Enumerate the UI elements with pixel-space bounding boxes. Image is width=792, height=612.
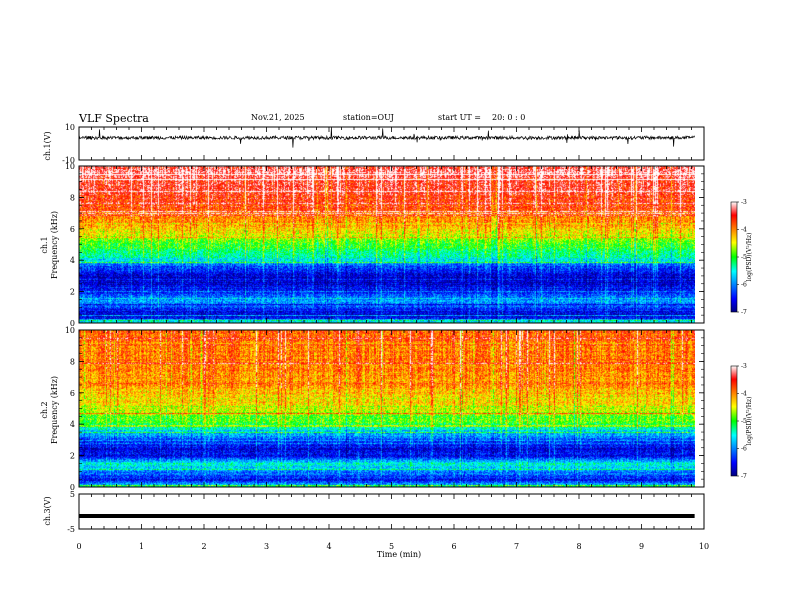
x-tick-label: 9 (639, 542, 644, 551)
colorbar-tick-label: -5 (741, 418, 747, 425)
ch1-waveform-line (78, 127, 695, 148)
y-tick-label: 0 (70, 319, 75, 328)
x-tick-label: 10 (699, 542, 709, 551)
x-tick-label: 5 (389, 542, 394, 551)
colorbar-tick-label: -6 (741, 446, 747, 453)
y-tick-label: 0 (70, 483, 75, 492)
x-tick-label: 2 (201, 542, 206, 551)
colorbar-tick-label: -3 (741, 199, 747, 206)
ch2-spectrogram-image (79, 330, 695, 487)
colorbar-tick-label: -3 (741, 363, 747, 370)
colorbar (730, 365, 738, 477)
y-tick-label: 6 (70, 225, 75, 234)
y-tick-label: -5 (67, 525, 75, 534)
colorbar (730, 201, 738, 313)
x-tick-label: 1 (139, 542, 144, 551)
y-tick-label: 10 (65, 326, 75, 335)
x-tick-label: 8 (576, 542, 581, 551)
colorbar-tick-label: -4 (741, 391, 747, 398)
y-tick-label: 10 (65, 123, 75, 132)
station-label: station=OUJ (343, 113, 394, 122)
x-tick-label: 3 (264, 542, 269, 551)
y-tick-label: 8 (70, 357, 75, 366)
x-tick-label: 4 (326, 542, 331, 551)
x-tick-label: 7 (514, 542, 519, 551)
y-tick-label: 2 (70, 288, 75, 297)
colorbar-tick-label: -6 (741, 282, 747, 289)
colorbar-tick-label: -7 (741, 309, 747, 316)
ch1-spectrogram-image (79, 166, 695, 323)
y-tick-label: 8 (70, 193, 75, 202)
colorbar-tick-label: -5 (741, 254, 747, 261)
panel-frame (78, 493, 705, 530)
colorbar-tick-label: -7 (741, 473, 747, 480)
x-tick-label: 6 (451, 542, 456, 551)
y-tick-label: 10 (65, 162, 75, 171)
y-tick-label: 5 (70, 490, 75, 499)
y-tick-label: 2 (70, 452, 75, 461)
y-tick-label: 6 (70, 389, 75, 398)
y-tick-label: -10 (62, 156, 75, 165)
x-tick-label: 0 (76, 542, 81, 551)
start-ut-value: 20: 0 : 0 (492, 113, 526, 122)
date-label: Nov.21, 2025 (251, 113, 305, 122)
y-tick-label: 4 (70, 256, 75, 265)
colorbar-tick-label: -4 (741, 227, 747, 234)
start-ut-label: start UT = (438, 113, 481, 122)
figure-title: VLF Spectra (79, 112, 149, 125)
y-tick-label: 4 (70, 420, 75, 429)
